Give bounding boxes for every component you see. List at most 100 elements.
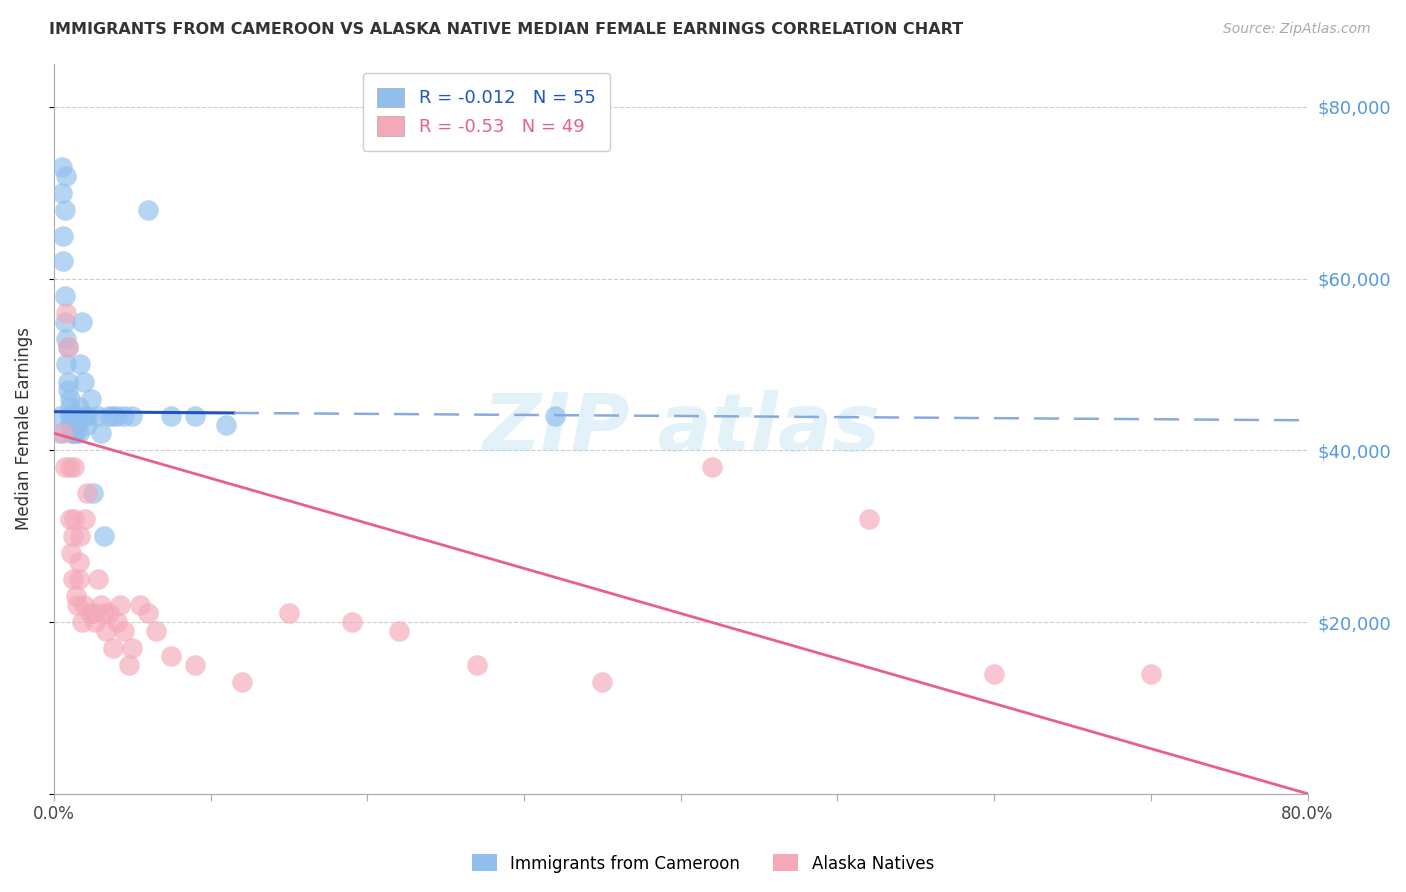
Point (67, 555, 90, 569)
Point (55, 306, 77, 320)
Point (97, 409, 120, 423)
Point (58, 460, 80, 475)
Point (76, 486, 98, 500)
Point (340, 615, 363, 629)
Point (67, 572, 90, 586)
Point (63, 460, 86, 475)
Point (60, 409, 83, 423)
Point (70, 615, 93, 629)
Point (66, 409, 89, 423)
Point (58, 512, 80, 526)
Point (544, 409, 567, 423)
Point (65, 426, 87, 441)
Point (700, 460, 723, 475)
Point (51, 160, 73, 174)
Point (65, 589, 87, 603)
Point (60, 417, 83, 432)
Point (60, 426, 83, 441)
Point (55, 169, 77, 183)
Point (58, 409, 80, 423)
Point (858, 512, 880, 526)
Point (108, 598, 131, 612)
Point (75, 512, 97, 526)
Point (63, 409, 86, 423)
Point (65, 409, 87, 423)
Point (90, 598, 112, 612)
Point (93, 607, 115, 621)
Point (277, 607, 299, 621)
Point (52, 254, 75, 268)
Point (94, 624, 117, 638)
Point (75, 409, 97, 423)
Point (58, 392, 80, 406)
Text: Source: ZipAtlas.com: Source: ZipAtlas.com (1223, 22, 1371, 37)
Point (62, 409, 84, 423)
Point (53, 202, 76, 217)
Text: ZIP atlas: ZIP atlas (482, 390, 880, 468)
Point (105, 615, 128, 629)
Point (160, 649, 183, 664)
Point (86, 572, 108, 586)
Point (184, 657, 207, 672)
Point (56, 375, 79, 389)
Point (56, 383, 79, 397)
Point (215, 417, 238, 432)
Point (66, 598, 89, 612)
Point (465, 657, 488, 672)
Point (121, 409, 143, 423)
Point (67, 401, 90, 415)
Point (93, 529, 115, 543)
Point (63, 512, 86, 526)
Point (62, 417, 84, 432)
Point (66, 417, 89, 432)
Point (145, 624, 167, 638)
Point (90, 426, 112, 441)
Point (983, 666, 1005, 681)
Point (86, 409, 108, 423)
Point (60, 546, 83, 560)
Y-axis label: Median Female Earnings: Median Female Earnings (15, 327, 32, 531)
Point (67, 426, 90, 441)
Point (160, 409, 183, 423)
Point (118, 657, 141, 672)
Point (77, 409, 100, 423)
Point (72, 375, 94, 389)
Point (69, 529, 91, 543)
Point (62, 529, 84, 543)
Point (53, 460, 76, 475)
Point (58, 401, 80, 415)
Point (80, 392, 103, 406)
Point (112, 409, 135, 423)
Point (53, 289, 76, 303)
Point (55, 358, 77, 372)
Point (62, 426, 84, 441)
Point (97, 607, 120, 621)
Point (56, 340, 79, 354)
Point (103, 409, 125, 423)
Point (69, 358, 91, 372)
Point (79, 607, 101, 621)
Point (231, 675, 253, 690)
Point (63, 426, 86, 441)
Point (112, 624, 135, 638)
Point (53, 315, 76, 329)
Point (136, 202, 159, 217)
Point (49, 426, 72, 441)
Text: IMMIGRANTS FROM CAMEROON VS ALASKA NATIVE MEDIAN FEMALE EARNINGS CORRELATION CHA: IMMIGRANTS FROM CAMEROON VS ALASKA NATIV… (49, 22, 963, 37)
Point (52, 426, 75, 441)
Point (83, 615, 105, 629)
Point (387, 624, 409, 638)
Point (82, 486, 104, 500)
Point (58, 417, 80, 432)
Point (55, 332, 77, 346)
Legend: R = -0.012   N = 55, R = -0.53   N = 49: R = -0.012 N = 55, R = -0.53 N = 49 (363, 73, 610, 151)
Point (1140, 666, 1163, 681)
Point (62, 572, 84, 586)
Point (121, 640, 143, 655)
Point (52, 228, 75, 243)
Legend: Immigrants from Cameroon, Alaska Natives: Immigrants from Cameroon, Alaska Natives (465, 847, 941, 880)
Point (591, 675, 613, 690)
Point (136, 607, 159, 621)
Point (76, 417, 98, 432)
Point (49, 409, 72, 423)
